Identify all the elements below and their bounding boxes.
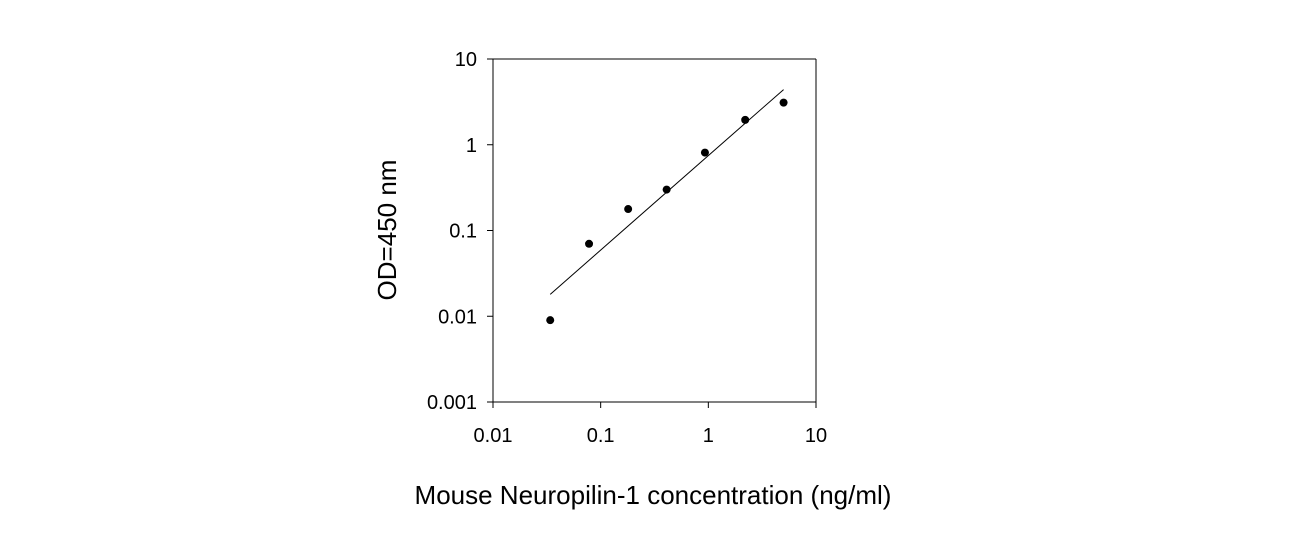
y-tick-label: 0.1 — [449, 221, 477, 243]
y-tick-label: 0.001 — [427, 392, 477, 414]
data-point — [662, 185, 671, 194]
y-tick-label: 1 — [466, 135, 477, 157]
data-point — [624, 205, 633, 214]
data-point — [779, 98, 788, 107]
x-axis-title: Mouse Neuropilin-1 concentration (ng/ml) — [415, 480, 892, 510]
y-axis-title: OD=450 nm — [372, 160, 402, 301]
x-tick-label: 0.1 — [587, 425, 615, 447]
data-point — [546, 316, 555, 325]
y-tick-label: 0.01 — [438, 306, 477, 328]
x-tick-label: 1 — [703, 425, 714, 447]
data-point — [585, 239, 594, 248]
x-tick-label: 0.01 — [474, 425, 513, 447]
y-tick-label: 10 — [455, 49, 477, 71]
data-point — [700, 148, 709, 157]
x-tick-label: 10 — [805, 425, 827, 447]
data-point — [741, 115, 750, 124]
